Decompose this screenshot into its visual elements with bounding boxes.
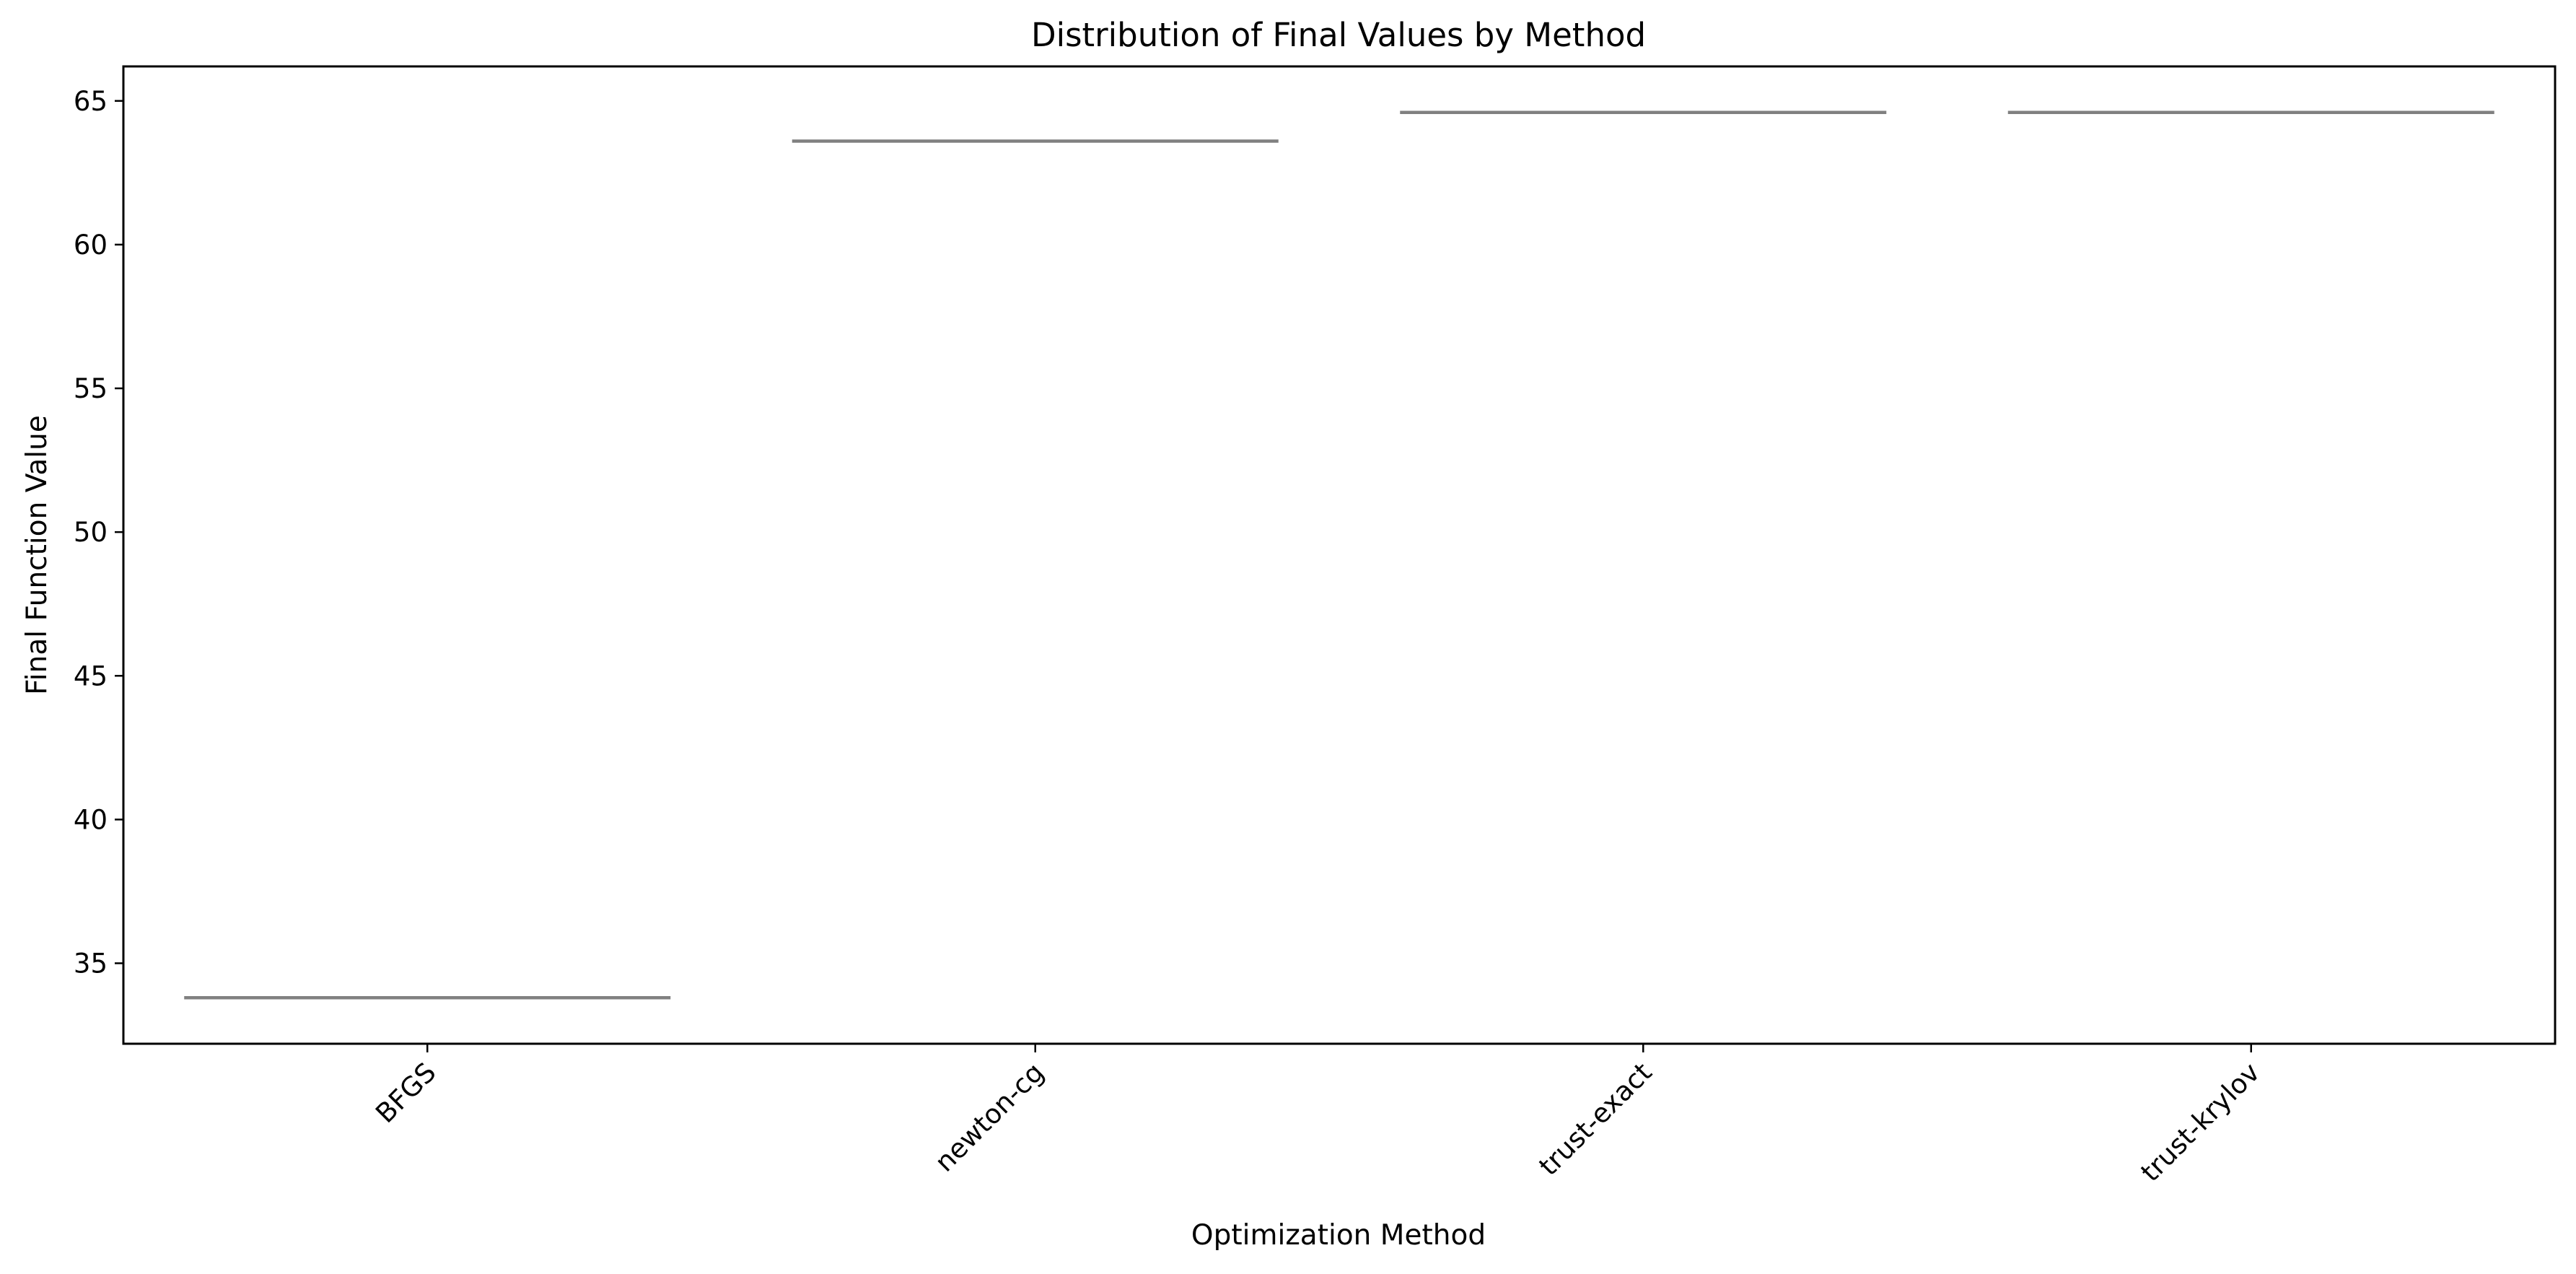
y-tick-label-65: 65 [74, 86, 108, 117]
axes-frame [122, 65, 2557, 1045]
y-tick-label-50: 50 [74, 517, 108, 548]
x-axis-label: Optimization Method [1191, 1219, 1486, 1252]
y-tick-label-60: 60 [74, 230, 108, 261]
y-axis-label: Final Function Value [21, 415, 53, 695]
y-tick-label-55: 55 [74, 373, 108, 404]
chart-title: Distribution of Final Values by Method [1031, 16, 1646, 54]
plot-marks [184, 110, 2494, 1000]
y-tick-label-40: 40 [74, 804, 108, 835]
y-tick-label-35: 35 [74, 948, 108, 979]
y-axis: 35 40 45 50 55 60 65 [74, 86, 123, 979]
y-tick-label-45: 45 [74, 660, 108, 691]
